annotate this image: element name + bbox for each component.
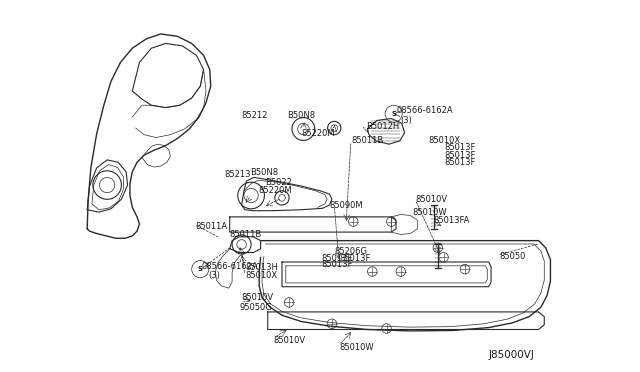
Text: 85013F: 85013F <box>445 144 476 153</box>
Text: 85013FA: 85013FA <box>433 216 470 225</box>
Text: 85013F: 85013F <box>321 254 353 263</box>
Text: 85013F: 85013F <box>445 158 476 167</box>
Text: 85050: 85050 <box>500 252 526 261</box>
Text: (3): (3) <box>400 116 412 125</box>
Text: 85212: 85212 <box>241 111 268 120</box>
Text: 85013F: 85013F <box>321 260 353 269</box>
Text: B50N8: B50N8 <box>250 168 278 177</box>
Text: 85010V: 85010V <box>415 195 447 204</box>
Text: 85010X: 85010X <box>245 271 277 280</box>
Text: 85010V: 85010V <box>242 293 274 302</box>
Text: (3): (3) <box>209 271 220 280</box>
Text: 85010W: 85010W <box>413 208 447 217</box>
Text: S: S <box>391 111 396 117</box>
Text: 08566-6162A: 08566-6162A <box>201 262 258 271</box>
Text: 85010X: 85010X <box>428 137 460 145</box>
Text: 85011A: 85011A <box>195 222 228 231</box>
Text: 85010W: 85010W <box>339 343 374 352</box>
Text: 85011B: 85011B <box>351 137 383 145</box>
Text: 85090M: 85090M <box>330 201 363 209</box>
Text: 85011B: 85011B <box>230 230 262 239</box>
Text: S: S <box>198 266 203 272</box>
Text: 85206G: 85206G <box>334 247 367 256</box>
Text: 85220M: 85220M <box>301 129 335 138</box>
Text: B5022: B5022 <box>266 178 292 187</box>
Text: J85000VJ: J85000VJ <box>489 350 534 360</box>
Text: 85213: 85213 <box>224 170 250 179</box>
Text: 95050G: 95050G <box>239 303 272 312</box>
Text: B5012H: B5012H <box>367 122 400 131</box>
Text: 85013F: 85013F <box>445 151 476 160</box>
Text: 08566-6162A: 08566-6162A <box>396 106 452 115</box>
Text: 85010V: 85010V <box>273 336 305 345</box>
Text: 85013H: 85013H <box>245 263 278 272</box>
Text: 85013F: 85013F <box>339 254 371 263</box>
Text: 85220M: 85220M <box>258 186 292 195</box>
Text: B50N8: B50N8 <box>287 111 315 120</box>
